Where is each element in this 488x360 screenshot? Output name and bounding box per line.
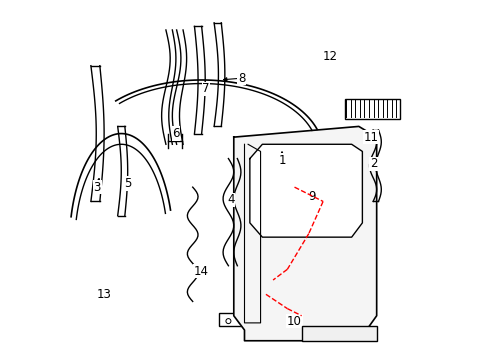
Text: 1: 1 — [278, 154, 285, 167]
Text: 11: 11 — [363, 131, 378, 144]
Text: 8: 8 — [238, 72, 245, 85]
Text: 7: 7 — [202, 82, 209, 95]
Text: 2: 2 — [369, 157, 377, 170]
Polygon shape — [249, 144, 362, 237]
FancyBboxPatch shape — [344, 99, 399, 119]
FancyBboxPatch shape — [301, 327, 376, 341]
Text: 3: 3 — [93, 181, 101, 194]
Text: 4: 4 — [227, 193, 234, 206]
Text: 10: 10 — [286, 315, 301, 328]
Text: 9: 9 — [308, 190, 315, 203]
Text: 14: 14 — [193, 265, 208, 278]
Text: 12: 12 — [322, 50, 337, 63]
Text: 5: 5 — [123, 177, 131, 190]
Text: 13: 13 — [97, 288, 112, 301]
Polygon shape — [233, 126, 376, 341]
Text: 6: 6 — [172, 127, 179, 140]
FancyBboxPatch shape — [219, 313, 319, 327]
